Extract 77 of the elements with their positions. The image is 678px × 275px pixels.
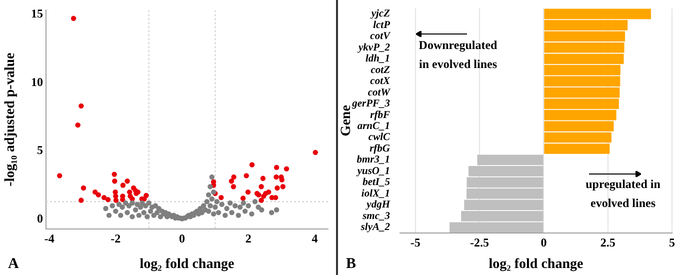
x-tick-label: -2 bbox=[110, 231, 121, 246]
point bbox=[245, 189, 251, 195]
point bbox=[240, 196, 246, 201]
point bbox=[279, 177, 284, 182]
y-tick-label: yjcZ bbox=[369, 8, 391, 20]
point bbox=[124, 178, 130, 184]
point bbox=[218, 194, 224, 200]
y-tick-label: gerPF_3 bbox=[351, 98, 390, 110]
point bbox=[144, 192, 149, 198]
y-tick-label: yusO_1 bbox=[355, 166, 390, 177]
y-tick-label: betI_5 bbox=[362, 177, 390, 188]
y-tick-label: ldh_1 bbox=[365, 54, 390, 65]
point bbox=[260, 176, 266, 182]
point bbox=[92, 189, 98, 195]
point bbox=[244, 173, 249, 178]
point bbox=[231, 174, 236, 180]
point bbox=[230, 184, 236, 190]
y-tick-label: cwlC bbox=[368, 132, 391, 144]
y-tick-label: cotX bbox=[370, 76, 391, 88]
x-tick-label: 0 bbox=[540, 235, 547, 250]
point bbox=[228, 178, 234, 184]
y-tick-label: arnC_1 bbox=[357, 120, 390, 132]
point bbox=[284, 166, 290, 172]
x-tick-label: 2.5 bbox=[600, 235, 616, 250]
point bbox=[101, 194, 107, 200]
x-tick-label: 2 bbox=[245, 231, 252, 246]
y-tick-label: rfbF bbox=[370, 110, 390, 121]
y-tick-label: cotW bbox=[368, 87, 391, 98]
y-tick-label: 15 bbox=[31, 6, 43, 20]
point bbox=[258, 184, 264, 190]
y-tick-label: lctP bbox=[373, 20, 391, 31]
y-tick-label: ydgH bbox=[364, 200, 391, 211]
x-tick-label: 4 bbox=[312, 231, 318, 246]
point bbox=[75, 122, 80, 128]
text: A bbox=[8, 256, 19, 272]
x-axis-title: log₂ fold change bbox=[140, 257, 234, 272]
point bbox=[266, 189, 272, 195]
y-tick-label: slyA_2 bbox=[360, 222, 391, 234]
y-tick-label: 0 bbox=[37, 212, 43, 226]
point bbox=[120, 182, 126, 188]
y-tick-label: smc_3 bbox=[362, 210, 390, 222]
y-tick-label: rfbG bbox=[370, 143, 390, 154]
y-tick-label: bmr3_1 bbox=[356, 154, 390, 166]
point bbox=[78, 198, 84, 203]
annotation: Downregulated in evolved lines bbox=[418, 38, 498, 72]
x-tick-label: 0 bbox=[179, 231, 186, 246]
point bbox=[96, 192, 102, 198]
point bbox=[120, 197, 126, 202]
point bbox=[274, 164, 280, 170]
point bbox=[78, 103, 84, 109]
point bbox=[112, 178, 118, 184]
y-tick-label: cotV bbox=[370, 31, 391, 42]
point bbox=[113, 198, 119, 203]
point bbox=[70, 16, 76, 22]
point bbox=[112, 172, 117, 177]
y-tick-label: 10 bbox=[31, 74, 43, 89]
y-tick-label: 5 bbox=[37, 143, 43, 158]
point bbox=[280, 184, 286, 190]
point bbox=[258, 198, 264, 203]
point bbox=[274, 174, 279, 180]
y-tick-label: cotZ bbox=[370, 64, 391, 76]
point bbox=[57, 173, 62, 178]
text: B bbox=[346, 256, 356, 272]
y-axis-title: -log₁₀ adjusted p-value bbox=[3, 52, 18, 186]
point bbox=[312, 150, 318, 156]
point bbox=[80, 185, 86, 191]
point bbox=[249, 162, 255, 168]
x-axis-title: log₂ fold change bbox=[488, 257, 584, 272]
x-tick-label: -4 bbox=[44, 231, 54, 246]
annotation: upregulated in evolved lines bbox=[586, 177, 661, 210]
x-tick-label: 5 bbox=[669, 235, 675, 250]
point bbox=[105, 197, 111, 202]
y-tick-label: iolX_1 bbox=[361, 188, 390, 200]
x-tick-label: -2.5 bbox=[470, 235, 490, 250]
x-tick-label: -5 bbox=[410, 235, 420, 250]
point bbox=[274, 185, 280, 191]
y-tick-label: ykvP_2 bbox=[356, 42, 391, 54]
